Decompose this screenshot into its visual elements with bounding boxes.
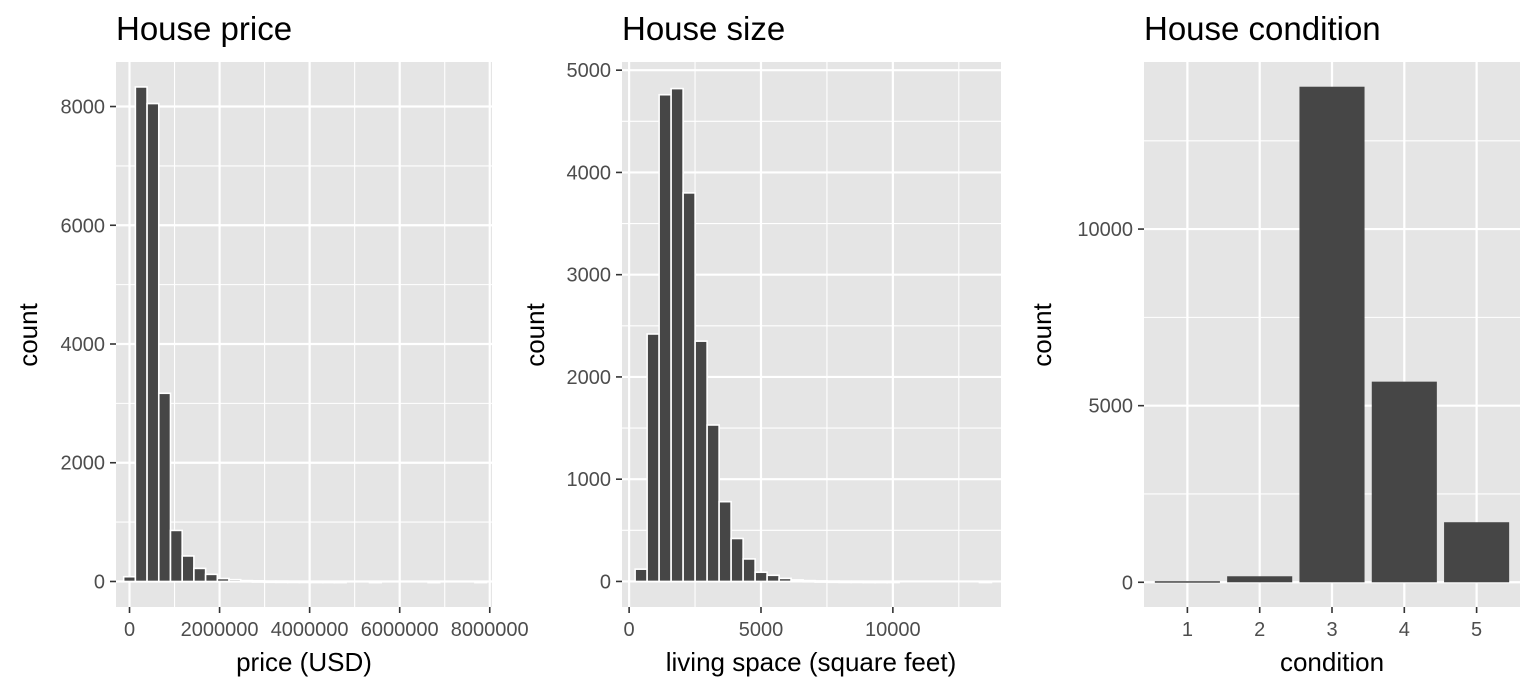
histogram-bar [730,537,744,583]
x-tick-label: 5000 [739,619,784,641]
x-tick-label: 6000000 [361,619,439,641]
histogram-bar [157,392,172,583]
histogram-bar [368,580,383,584]
house-price-panel: House price 0 2000000 4000000 6000000 800000… [13,10,529,677]
histogram-bar [658,93,672,583]
bar [1154,581,1220,583]
histogram-bar [850,580,864,584]
histogram-bar [802,579,816,583]
x-tick-label: 5 [1471,619,1482,641]
histogram-bar [427,580,441,584]
x-tick-label: 1 [1182,619,1193,641]
histogram-bar [814,580,828,583]
y-tick-label: 0 [1122,572,1133,594]
histogram-bar [146,102,160,583]
y-tick-label: 2000 [61,453,106,475]
histogram-bar [321,580,336,584]
histogram-bar [838,580,852,584]
histogram-bar [134,86,148,583]
histogram-bar [706,424,720,583]
histogram-bar [886,580,900,584]
y-tick-label: 2000 [567,367,612,389]
histogram-bar [216,577,230,583]
histogram-bar [790,579,804,583]
histogram-bar [169,529,183,583]
histogram-bar [333,580,347,584]
x-axis-title: price (USD) [236,647,372,677]
y-axis-title: count [520,302,550,366]
x-axis-title: condition [1280,647,1384,677]
histogram-bar [263,580,277,584]
histogram-bar [634,568,648,583]
histogram-bar [228,578,242,583]
histogram-bar [181,555,195,583]
chart-title: House size [622,10,785,47]
histogram-bar [874,580,888,584]
y-axis-title: count [1027,302,1057,366]
chart-title: House condition [1144,10,1381,47]
histogram-bar [754,571,768,583]
bar [1444,522,1510,583]
bar [1371,381,1437,583]
y-axis-title: count [13,302,43,366]
y-tick-label: 0 [94,571,105,593]
x-tick-label: 4 [1399,619,1410,641]
x-tick-label: 2 [1254,619,1265,641]
house-condition-panel: House condition 1 2 3 4 5 0 5000 10000 conditi… [1027,10,1520,677]
y-tick-label: 5000 [1089,396,1134,418]
histogram-bar [670,87,684,583]
x-axis-title: living space (square feet) [666,647,956,677]
x-tick-label: 8000000 [451,619,529,641]
y-tick-label: 10000 [1077,219,1133,241]
histogram-bar [694,340,708,583]
y-tick-label: 4000 [61,334,106,356]
histogram-bar [239,579,254,583]
y-tick-label: 0 [600,571,611,593]
histogram-bar [193,567,207,583]
y-tick-label: 8000 [61,97,106,119]
bar [1227,576,1293,583]
x-tick-label: 3 [1326,619,1337,641]
y-tick-label: 3000 [567,265,612,287]
y-tick-label: 1000 [567,469,612,491]
y-tick-label: 4000 [567,162,612,184]
histogram-bar [778,577,792,583]
histogram-bar [682,192,696,583]
histogram-bar [862,580,876,584]
x-tick-label: 0 [624,619,635,641]
x-tick-label: 4000000 [271,619,349,641]
y-tick-label: 6000 [61,215,106,237]
histogram-bar [122,575,137,583]
y-tick-label: 5000 [567,60,612,82]
histogram-bar [204,573,219,583]
bar [1299,86,1365,583]
histogram-bar [286,580,301,584]
histogram-bar [474,580,488,584]
x-tick-label: 10000 [865,619,921,641]
histogram-bar [275,580,289,584]
histogram-bar [718,500,732,583]
house-size-panel: House size 0 5000 10000 0 1000 2000 3000 4000 5… [520,10,1001,677]
histogram-bar [251,580,265,583]
histogram-bar [978,580,993,584]
plot-panel [116,62,492,607]
x-tick-label: 0 [124,619,135,641]
histogram-bar [298,580,312,584]
histogram-bar [310,580,324,584]
histogram-bar [742,558,756,583]
histogram-bar [766,574,780,583]
histogram-bar [826,580,840,584]
x-tick-label: 2000000 [181,619,259,641]
chart-title: House price [116,10,292,47]
histogram-bar [646,333,660,583]
